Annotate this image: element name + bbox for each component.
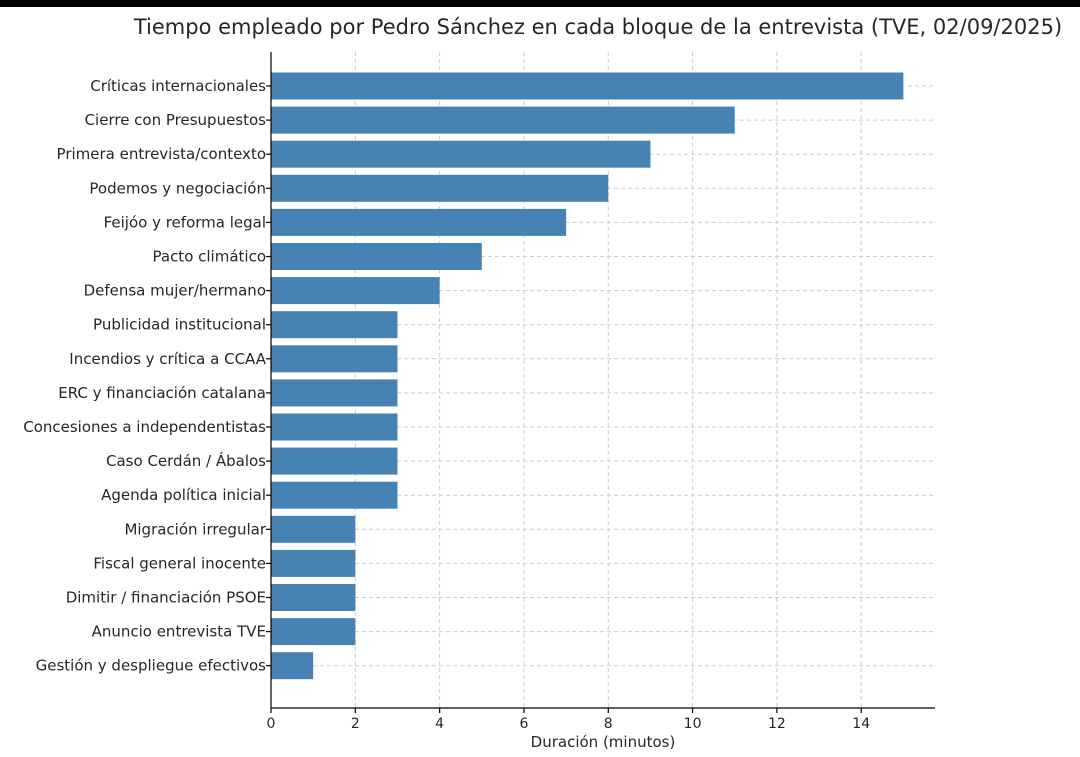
x-tick-label: 14 bbox=[852, 716, 870, 732]
bar bbox=[271, 140, 651, 168]
category-label: Migración irregular bbox=[124, 520, 266, 538]
x-axis-title: Duración (minutos) bbox=[531, 733, 676, 751]
x-tick-label: 4 bbox=[435, 716, 444, 732]
bar bbox=[271, 447, 398, 475]
chart-title: Tiempo empleado por Pedro Sánchez en cad… bbox=[133, 15, 1062, 39]
category-labels: Críticas internacionales Cierre con Presu… bbox=[23, 77, 267, 675]
bar bbox=[271, 481, 398, 509]
category-label: Dimitir / financiación PSOE bbox=[66, 589, 266, 607]
category-label: Caso Cerdán / Ábalos bbox=[106, 451, 266, 470]
x-tick-labels: 0 2 4 6 8 10 12 14 bbox=[267, 716, 871, 732]
category-label: Fiscal general inocente bbox=[93, 554, 266, 572]
category-label: Gestión y despliegue efectivos bbox=[36, 657, 267, 675]
bar bbox=[271, 106, 735, 134]
bar bbox=[271, 584, 356, 611]
bar bbox=[271, 208, 567, 236]
category-label: Primera entrevista/contexto bbox=[57, 145, 266, 163]
category-label: Defensa mujer/hermano bbox=[84, 282, 266, 300]
category-label: Agenda política inicial bbox=[101, 486, 266, 504]
bar bbox=[271, 413, 398, 441]
grid-layer bbox=[271, 52, 935, 708]
bar bbox=[271, 277, 440, 305]
bar bbox=[271, 549, 356, 577]
category-label: Cierre con Presupuestos bbox=[85, 111, 267, 129]
x-tick-label: 10 bbox=[684, 716, 702, 732]
bar bbox=[271, 515, 356, 543]
bar bbox=[271, 174, 609, 202]
bar bbox=[271, 379, 398, 407]
category-label: Feijóo y reforma legal bbox=[104, 213, 266, 231]
bar-layer bbox=[271, 72, 904, 680]
axis-layer bbox=[266, 52, 935, 713]
bar bbox=[271, 652, 314, 680]
x-tick-label: 12 bbox=[768, 716, 786, 732]
category-label: Concesiones a independentistas bbox=[23, 418, 266, 436]
bar bbox=[271, 311, 398, 339]
x-tick-label: 0 bbox=[267, 716, 276, 732]
category-label: ERC y financiación catalana bbox=[58, 384, 266, 402]
top-black-bar bbox=[0, 0, 1080, 7]
bar bbox=[271, 618, 356, 646]
category-label: Críticas internacionales bbox=[90, 77, 266, 95]
category-label: Pacto climático bbox=[153, 248, 267, 266]
category-label: Incendios y crítica a CCAA bbox=[69, 350, 266, 368]
x-tick-label: 8 bbox=[604, 716, 613, 732]
category-label: Podemos y negociación bbox=[89, 179, 266, 197]
x-tick-label: 2 bbox=[351, 716, 360, 732]
x-tick-label: 6 bbox=[519, 716, 528, 732]
bar bbox=[271, 72, 904, 100]
bar bbox=[271, 345, 398, 373]
category-label: Publicidad institucional bbox=[93, 316, 266, 334]
category-label: Anuncio entrevista TVE bbox=[92, 623, 266, 641]
bar bbox=[271, 243, 482, 270]
